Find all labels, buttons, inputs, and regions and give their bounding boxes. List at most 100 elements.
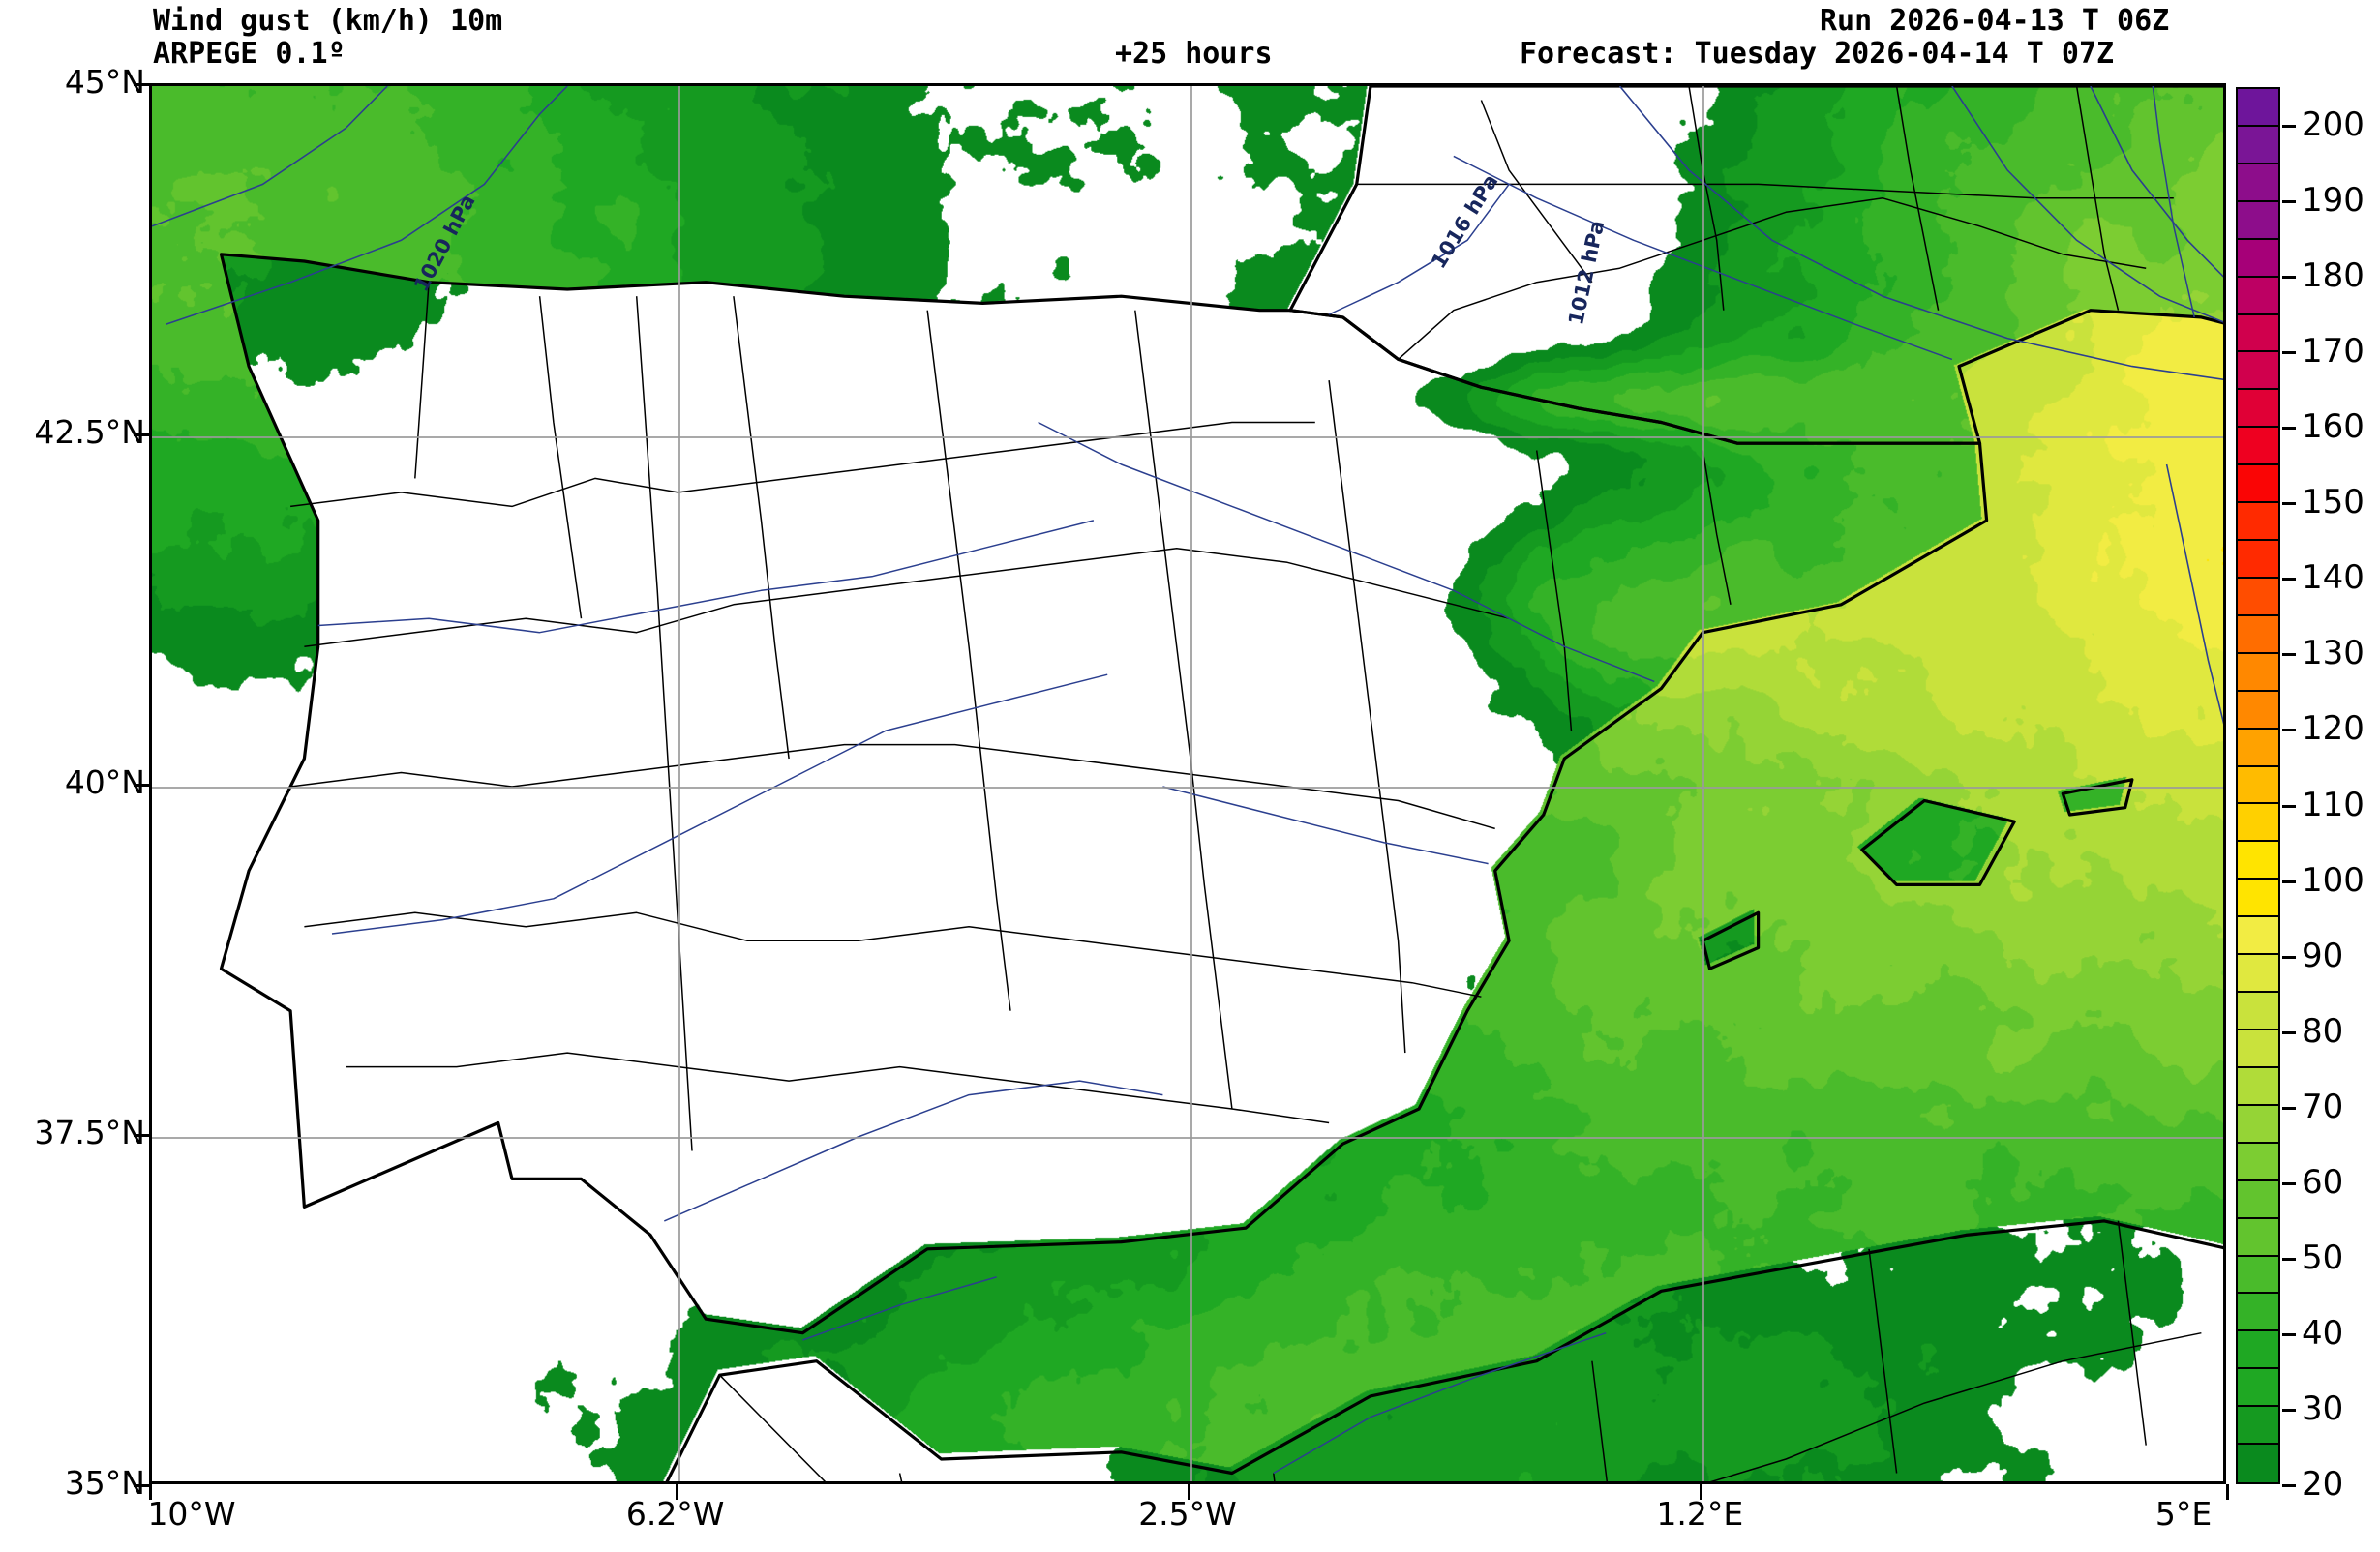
colorbar-band-divider bbox=[2238, 651, 2278, 654]
colorbar-band bbox=[2238, 840, 2278, 880]
colorbar-band-divider bbox=[2238, 1292, 2278, 1295]
colorbar-band bbox=[2238, 1405, 2278, 1446]
administrative-border bbox=[414, 282, 430, 479]
administrative-border bbox=[1535, 450, 1573, 731]
longitude-tick-mark bbox=[675, 1484, 678, 1500]
isobar-contour bbox=[1618, 86, 2223, 381]
colorbar[interactable] bbox=[2236, 87, 2280, 1484]
colorbar-band bbox=[2238, 89, 2278, 127]
wind-gust-raster bbox=[152, 86, 2223, 1481]
latitude-tick-label: 40°N bbox=[64, 763, 145, 801]
colorbar-band-divider bbox=[2238, 275, 2278, 278]
longitude-tick-label: 1.2°E bbox=[1656, 1495, 1744, 1533]
colorbar-band bbox=[2238, 1028, 2278, 1068]
coastline bbox=[219, 253, 1989, 1335]
administrative-border bbox=[1702, 450, 1732, 605]
colorbar-tick-mark bbox=[2282, 351, 2296, 355]
colorbar-band-divider bbox=[2238, 689, 2278, 692]
colorbar-band-divider bbox=[2238, 313, 2278, 315]
colorbar-band-divider bbox=[2238, 1141, 2278, 1144]
administrative-border bbox=[1398, 197, 2147, 360]
colorbar-band-divider bbox=[2238, 613, 2278, 616]
administrative-border bbox=[290, 421, 1315, 508]
colorbar-tick-mark bbox=[2282, 276, 2296, 280]
colorbar-band-divider bbox=[2238, 953, 2278, 956]
colorbar-tick-mark bbox=[2282, 880, 2296, 883]
colorbar-band bbox=[2238, 313, 2278, 353]
colorbar-tick-mark bbox=[2282, 653, 2296, 657]
latitude-tick-mark bbox=[134, 1484, 149, 1487]
colorbar-band-divider bbox=[2238, 802, 2278, 805]
administrative-border bbox=[719, 1331, 2202, 1481]
model-label: ARPEGE 0.1º bbox=[153, 37, 346, 71]
colorbar-tick-mark bbox=[2282, 1332, 2296, 1336]
graticule-parallel bbox=[152, 436, 2223, 438]
river bbox=[2152, 86, 2195, 318]
colorbar-band bbox=[2238, 1442, 2278, 1482]
colorbar-band-divider bbox=[2238, 463, 2278, 466]
colorbar-band bbox=[2238, 689, 2278, 730]
colorbar-band-divider bbox=[2238, 539, 2278, 542]
colorbar-band-divider bbox=[2238, 991, 2278, 994]
colorbar-tick-label: 90 bbox=[2302, 936, 2344, 975]
administrative-border bbox=[898, 1473, 903, 1481]
colorbar-tick-label: 60 bbox=[2302, 1162, 2344, 1202]
administrative-border bbox=[926, 310, 1011, 1011]
coastline bbox=[2061, 778, 2134, 817]
colorbar-band-divider bbox=[2238, 237, 2278, 240]
colorbar-band bbox=[2238, 1216, 2278, 1257]
colorbar-band-divider bbox=[2238, 1367, 2278, 1370]
graticule-parallel bbox=[152, 1137, 2223, 1139]
administrative-border bbox=[1591, 1360, 1609, 1481]
model-run-label: Run 2026-04-13 T 06Z bbox=[1820, 4, 2170, 38]
colorbar-band bbox=[2238, 1292, 2278, 1332]
colorbar-tick-mark bbox=[2282, 729, 2296, 732]
colorbar-tick-label: 160 bbox=[2302, 407, 2365, 447]
colorbar-tick-label: 80 bbox=[2302, 1011, 2344, 1051]
graticule-meridian bbox=[1190, 86, 1192, 1481]
administrative-border bbox=[2117, 1220, 2147, 1446]
administrative-border bbox=[1273, 1473, 1276, 1481]
administrative-border bbox=[346, 1052, 1330, 1124]
administrative-border bbox=[290, 743, 1495, 830]
colorbar-band-divider bbox=[2238, 162, 2278, 164]
colorbar-band bbox=[2238, 952, 2278, 994]
longitude-tick-label: 2.5°W bbox=[1138, 1495, 1237, 1533]
colorbar-band-divider bbox=[2238, 124, 2278, 127]
colorbar-tick-label: 170 bbox=[2302, 332, 2365, 372]
colorbar-band-divider bbox=[2238, 878, 2278, 880]
administrative-border bbox=[1134, 310, 1233, 1110]
graticule-parallel bbox=[152, 787, 2223, 789]
coastline bbox=[1288, 86, 2223, 445]
colorbar-band-divider bbox=[2238, 727, 2278, 730]
colorbar-band bbox=[2238, 802, 2278, 843]
colorbar-tick-mark bbox=[2282, 1484, 2296, 1487]
longitude-tick-label: 6.2°W bbox=[625, 1495, 725, 1533]
colorbar-band bbox=[2238, 1141, 2278, 1181]
river bbox=[1453, 155, 1953, 361]
river bbox=[1273, 1331, 1607, 1475]
longitude-tick-mark bbox=[1700, 1484, 1703, 1500]
colorbar-band bbox=[2238, 1065, 2278, 1106]
map-plot-area[interactable]: 1020 hPa 1016 hPa 1012 hPa bbox=[149, 83, 2226, 1484]
river bbox=[1328, 183, 1510, 315]
colorbar-band bbox=[2238, 275, 2278, 315]
coastline bbox=[1860, 798, 2016, 886]
colorbar-tick-label: 190 bbox=[2302, 181, 2365, 221]
colorbar-tick-label: 120 bbox=[2302, 709, 2365, 749]
latitude-tick-mark bbox=[134, 784, 149, 787]
lead-time-label: +25 hours bbox=[1115, 37, 1273, 71]
colorbar-tick-label: 30 bbox=[2302, 1388, 2344, 1428]
administrative-border bbox=[733, 296, 790, 760]
colorbar-band bbox=[2238, 538, 2278, 579]
colorbar-tick-mark bbox=[2282, 1030, 2296, 1034]
colorbar-band bbox=[2238, 426, 2278, 466]
river bbox=[802, 1276, 997, 1341]
longitude-tick-label: 5°E bbox=[2154, 1495, 2213, 1533]
colorbar-band-divider bbox=[2238, 1065, 2278, 1068]
colorbar-tick-mark bbox=[2282, 1257, 2296, 1261]
colorbar-tick-label: 110 bbox=[2302, 785, 2365, 824]
longitude-tick-mark bbox=[1188, 1484, 1190, 1500]
isobar-contour bbox=[2165, 463, 2223, 725]
